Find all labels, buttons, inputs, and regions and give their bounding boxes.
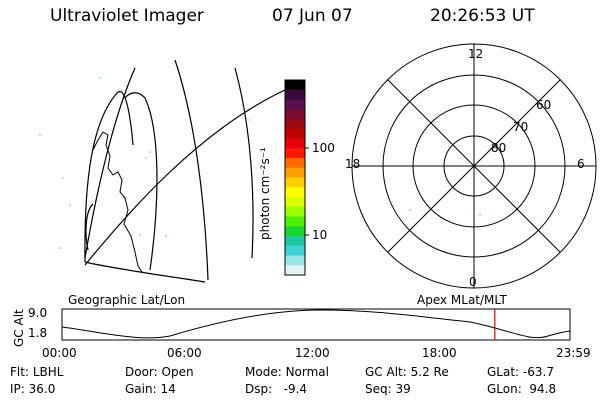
colorbar-cell [285, 99, 305, 110]
colorbar-cell [285, 226, 305, 237]
status-dsp-key: Dsp: [245, 382, 273, 396]
timeline-xtick: 06:00 [167, 346, 202, 360]
instrument-title: Ultraviolet Imager [50, 6, 204, 26]
status-seq-key: Seq: [365, 382, 392, 396]
status-glat-key: GLat: [487, 365, 520, 379]
colorbar [284, 79, 309, 276]
status-glon-value: 94.8 [529, 382, 557, 396]
timeline-xtick: 00:00 [42, 346, 77, 360]
meridian-line [84, 91, 134, 263]
colorbar-cell [285, 197, 305, 208]
altitude-curve [61, 309, 571, 339]
colorbar-cell [285, 265, 305, 276]
timeline-xtick: 12:00 [295, 346, 330, 360]
meridian-line [174, 59, 209, 281]
colorbar-cell [285, 89, 305, 101]
geographic-map [84, 59, 286, 283]
polar-plot [351, 43, 597, 289]
status-glat-value: -63.7 [522, 365, 554, 379]
mlt-label-0: 0 [469, 275, 477, 289]
status-gain-key: Gain: [125, 382, 157, 396]
status-dsp-value: -9.4 [283, 382, 308, 396]
status-ip-key: IP: [10, 382, 25, 396]
colorbar-cell [285, 255, 305, 266]
meridian-line [124, 92, 158, 271]
colorbar-cell [285, 119, 305, 130]
colorbar-cell [285, 167, 305, 179]
colorbar-cell [285, 177, 305, 188]
status-door-value: Open [161, 365, 194, 379]
colorbar-cell [285, 236, 305, 247]
mlat-label-80: 80 [491, 141, 507, 155]
timeline-ymax: 9.0 [28, 306, 48, 320]
status-ip-value: 36.0 [28, 382, 56, 396]
altitude-timeline [61, 308, 571, 341]
colorbar-tick-10: 10 [312, 228, 328, 242]
status-flt-value: LBHL [32, 365, 64, 379]
timeline-ymin: 1.8 [28, 326, 48, 340]
colorbar-cell [285, 158, 305, 169]
latitude-line [85, 203, 94, 251]
geographic-caption: Geographic Lat/Lon [68, 293, 186, 307]
timeline-xtick: 23:59 [556, 346, 591, 360]
meridian-line [234, 67, 254, 259]
status-glon-key: GLon: [487, 382, 522, 396]
mlt-label-18: 18 [345, 157, 361, 171]
status-door-key: Door: [125, 365, 158, 379]
apex-caption: Apex MLat/MLT [417, 293, 507, 307]
status-seq-value: 39 [395, 382, 411, 396]
aurora-speckle [38, 76, 482, 250]
status-mode-value: Normal [285, 365, 329, 379]
colorbar-cell [285, 128, 305, 140]
mlt-label-12: 12 [468, 47, 484, 61]
latitude-line [84, 89, 286, 266]
colorbar-unit-label: photon cm⁻²s⁻¹ [258, 147, 272, 240]
mlat-label-70: 70 [513, 120, 529, 134]
mlt-label-6: 6 [577, 157, 585, 171]
timeline-ylabel: GC Alt [12, 309, 26, 347]
status-gcalt-value: 5.2 Re [410, 365, 449, 379]
coastline [92, 131, 143, 273]
colorbar-cell [285, 148, 305, 159]
date-label: 07 Jun 07 [272, 6, 353, 26]
colorbar-cell [285, 80, 305, 91]
colorbar-cell [285, 206, 305, 218]
colorbar-tick-100: 100 [312, 141, 335, 155]
timeline-xtick: 18:00 [422, 346, 457, 360]
time-label: 20:26:53 UT [430, 6, 535, 26]
colorbar-cell [285, 216, 305, 227]
meridian-line [84, 67, 136, 259]
status-gain-value: 14 [160, 382, 176, 396]
colorbar-cell [285, 109, 305, 120]
colorbar-cell [285, 245, 305, 257]
status-mode-key: Mode: [245, 365, 282, 379]
colorbar-cell [285, 138, 305, 149]
mlat-label-60: 60 [536, 98, 552, 112]
status-flt-key: Flt: [10, 365, 29, 379]
status-gcalt-key: GC Alt: [365, 365, 407, 379]
colorbar-cell [285, 187, 305, 198]
latitude-line [84, 261, 206, 283]
